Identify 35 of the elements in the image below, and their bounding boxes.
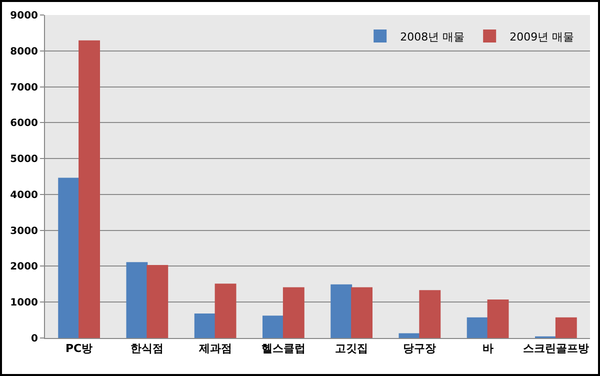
- bar: [194, 313, 216, 338]
- legend-label: 2008년 매물: [400, 30, 465, 44]
- y-tick-label: 6000: [10, 118, 38, 130]
- bar: [262, 316, 284, 338]
- legend-label: 2009년 매물: [510, 30, 574, 44]
- bar: [330, 284, 352, 338]
- y-tick-label: 8000: [10, 46, 38, 58]
- bar: [555, 317, 577, 338]
- x-tick-label: 제과점: [198, 342, 232, 356]
- y-tick-label: 4000: [10, 190, 38, 201]
- bar: [398, 333, 420, 338]
- bar: [487, 299, 509, 338]
- x-tick-label: 바: [482, 342, 494, 356]
- bar: [126, 262, 148, 338]
- bar: [146, 265, 168, 338]
- x-tick-label: 스크린골프방: [522, 342, 589, 356]
- bar: [78, 40, 100, 338]
- y-tick-label: 7000: [10, 82, 38, 94]
- x-tick-label: 당구장: [403, 342, 436, 356]
- y-tick-label: 1000: [10, 298, 38, 309]
- bar: [419, 290, 441, 338]
- bar: [351, 287, 372, 338]
- y-tick-label: 9000: [10, 10, 38, 22]
- x-tick-label: 고깃집: [335, 342, 368, 356]
- y-tick-label: 3000: [10, 226, 38, 237]
- y-tick-label: 5000: [10, 154, 38, 166]
- y-tick-label: 2000: [10, 262, 38, 273]
- bar: [58, 178, 80, 338]
- x-tick-label: PC방: [65, 342, 93, 356]
- x-tick-label: 헬스클럽: [261, 342, 306, 356]
- bar: [466, 317, 488, 338]
- bar: [282, 287, 304, 338]
- y-tick-label: 0: [31, 334, 38, 344]
- bar: [214, 284, 236, 338]
- x-tick-label: 한식점: [130, 342, 164, 356]
